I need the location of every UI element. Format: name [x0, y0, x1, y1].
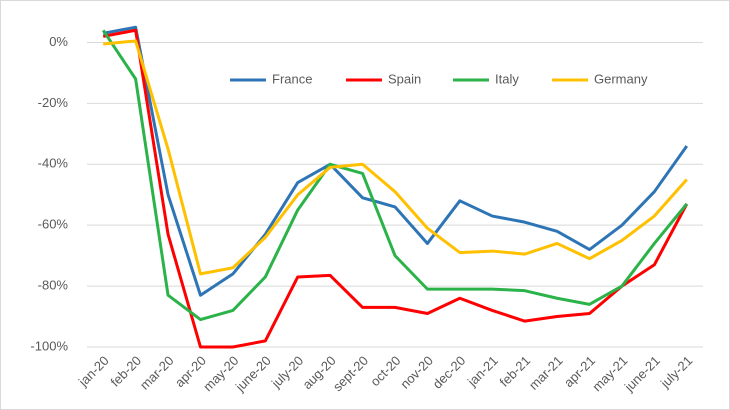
y-tick-label: -100%: [30, 338, 68, 353]
legend-label: Italy: [495, 71, 519, 86]
y-tick-label: -60%: [38, 217, 69, 232]
legend-label: Spain: [388, 71, 421, 86]
series-line: [101, 29, 688, 322]
series-line: [102, 28, 689, 349]
legend-label: Germany: [594, 71, 648, 86]
series-line: [103, 39, 688, 276]
y-tick-label: -80%: [38, 278, 69, 293]
y-tick-label: -20%: [38, 95, 69, 110]
y-tick-label: 0%: [49, 34, 68, 49]
legend-label: France: [272, 71, 312, 86]
y-tick-label: -40%: [38, 156, 69, 171]
series-line: [102, 25, 689, 297]
